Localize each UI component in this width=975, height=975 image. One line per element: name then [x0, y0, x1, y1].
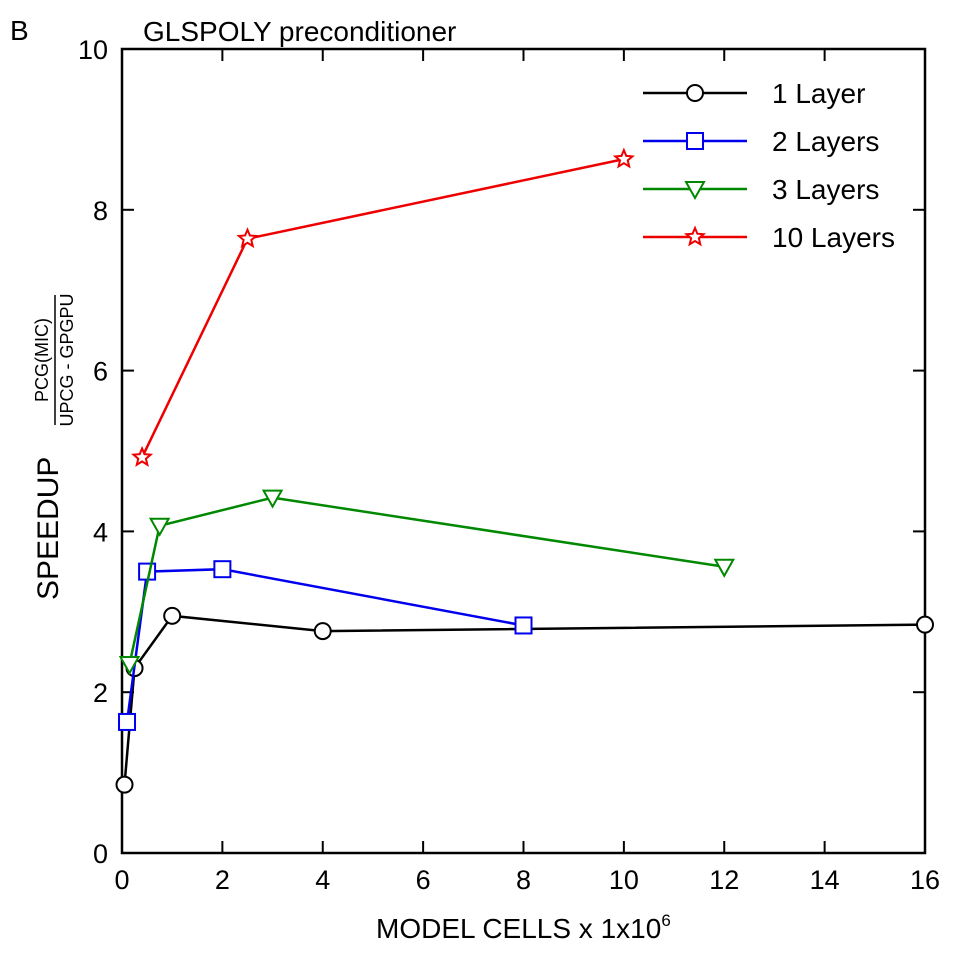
series-2-layers — [118, 560, 533, 731]
data-point-1-layer — [313, 622, 332, 641]
y-axis-label: SPEEDUP PCG(MIC) UPCG - GPGPU — [32, 293, 77, 600]
series-line-1-layer — [123, 614, 926, 785]
y-tick-label: 2 — [93, 678, 108, 708]
y-tick-label: 6 — [93, 357, 108, 387]
y-tick-label: 10 — [78, 35, 108, 65]
x-tick-label: 8 — [516, 865, 531, 895]
x-tick-label: 2 — [215, 865, 230, 895]
y-tick-label: 0 — [93, 839, 108, 869]
panel-letter: B — [10, 15, 29, 46]
y-axis-label-denominator: UPCG - GPGPU — [57, 293, 77, 426]
legend-marker-10-layers — [683, 225, 707, 247]
axis-ticks: 0 2 4 6 8 10 12 14 16 0 2 4 6 8 10 — [78, 35, 940, 895]
series-10-layers — [131, 147, 635, 467]
legend-marker-1-layer — [686, 84, 704, 102]
series-line-10-layers — [140, 157, 625, 458]
y-tick-label: 4 — [93, 517, 108, 547]
x-tick-label: 4 — [315, 865, 330, 895]
data-point-2-layers — [213, 560, 232, 579]
data-point-2-layers — [138, 562, 157, 581]
y-tick-label: 8 — [93, 196, 108, 226]
x-tick-label: 14 — [810, 865, 840, 895]
data-point-1-layer — [163, 606, 182, 625]
legend-marker-2-layers — [686, 132, 704, 150]
x-axis-label-main: MODEL CELLS x 1x10 — [376, 913, 661, 944]
legend-label: 1 Layer — [772, 78, 865, 109]
data-point-3-layers — [261, 489, 284, 509]
data-point-10-layers — [131, 445, 154, 467]
legend-label: 3 Layers — [772, 174, 879, 205]
y-axis-label-numerator: PCG(MIC) — [32, 318, 52, 402]
data-point-3-layers — [148, 517, 171, 537]
x-tick-label: 16 — [910, 865, 940, 895]
legend-item-3-layers: 3 Layers — [643, 174, 879, 205]
x-tick-label: 0 — [114, 865, 129, 895]
x-axis-label-exponent: 6 — [661, 911, 670, 930]
data-point-1-layer — [115, 775, 134, 794]
legend-item-1-layer: 1 Layer — [643, 78, 865, 109]
series-3-layers — [118, 489, 735, 676]
series-1-layer — [115, 606, 934, 794]
legend-label: 10 Layers — [772, 222, 895, 253]
x-tick-label: 10 — [609, 865, 639, 895]
legend-label: 2 Layers — [772, 126, 879, 157]
legend-marker-3-layers — [684, 181, 706, 201]
series-layer — [115, 147, 934, 794]
x-axis-label: MODEL CELLS x 1x106 — [376, 911, 671, 944]
data-point-3-layers — [713, 558, 735, 578]
x-tick-label: 12 — [709, 865, 739, 895]
y-axis-label-main: SPEEDUP — [32, 457, 65, 600]
chart-title: GLSPOLY preconditioner — [143, 16, 456, 47]
legend-item-10-layers: 10 Layers — [643, 222, 895, 253]
x-tick-label: 6 — [416, 865, 431, 895]
data-point-2-layers — [514, 616, 533, 635]
legend: 1 Layer 2 Layers 3 Layers 10 Layers — [643, 78, 895, 253]
data-point-10-layers — [236, 227, 259, 249]
data-point-1-layer — [916, 615, 934, 634]
legend-item-2-layers: 2 Layers — [643, 126, 879, 157]
data-point-2-layers — [118, 712, 137, 731]
data-point-10-layers — [612, 147, 635, 169]
data-point-3-layers — [118, 656, 141, 676]
series-line-2-layers — [125, 567, 524, 723]
series-line-3-layers — [128, 496, 725, 665]
plot-frame — [120, 47, 927, 855]
